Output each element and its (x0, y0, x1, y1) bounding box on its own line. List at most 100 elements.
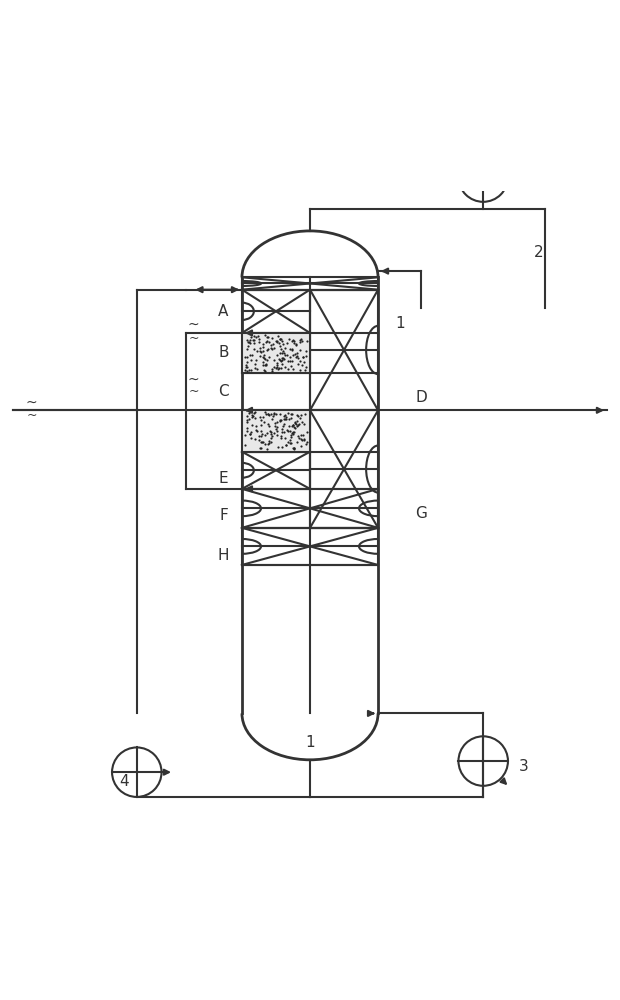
Point (259, 347, 269, 363)
Point (297, 432, 307, 448)
Point (297, 357, 307, 373)
Point (277, 333, 287, 349)
Point (250, 329, 260, 345)
Point (271, 360, 281, 376)
Text: ~: ~ (188, 385, 199, 398)
Point (264, 407, 274, 423)
Point (249, 341, 259, 357)
Point (291, 345, 301, 361)
Point (276, 341, 286, 357)
Point (260, 363, 270, 379)
Point (259, 354, 268, 370)
Point (261, 334, 271, 350)
Point (301, 436, 311, 452)
Point (259, 409, 268, 425)
Point (275, 338, 285, 354)
Point (246, 335, 255, 351)
Point (279, 424, 289, 440)
Point (300, 406, 310, 422)
Point (296, 438, 306, 454)
Point (275, 345, 285, 361)
Point (278, 411, 288, 427)
Point (254, 328, 264, 344)
Point (249, 405, 259, 421)
Point (274, 360, 284, 376)
Point (266, 434, 276, 450)
Point (288, 347, 298, 363)
Point (241, 349, 250, 365)
Point (264, 334, 274, 350)
Point (259, 414, 269, 430)
Text: ~: ~ (27, 409, 37, 422)
Point (257, 428, 267, 444)
Point (285, 341, 294, 357)
Point (282, 422, 292, 438)
Point (279, 416, 289, 432)
Point (266, 424, 276, 440)
Point (275, 406, 285, 422)
Point (258, 339, 268, 355)
Point (272, 333, 282, 349)
Point (263, 436, 273, 452)
Point (289, 419, 299, 435)
Point (287, 406, 297, 422)
Point (273, 328, 283, 344)
Point (272, 414, 281, 430)
Point (280, 407, 290, 423)
Point (272, 357, 281, 373)
Point (262, 342, 272, 358)
Point (246, 362, 256, 378)
Point (278, 336, 288, 352)
Point (250, 404, 260, 420)
Point (287, 425, 297, 441)
Point (298, 349, 308, 365)
Bar (242, 410, 310, 452)
Point (244, 362, 254, 378)
Point (254, 331, 264, 347)
Point (278, 350, 288, 366)
Point (240, 427, 250, 443)
Point (244, 334, 254, 350)
Point (255, 340, 265, 356)
Point (290, 346, 300, 362)
Point (289, 441, 299, 457)
Point (275, 412, 285, 428)
Point (262, 441, 272, 457)
Point (250, 431, 260, 447)
Point (301, 348, 311, 364)
Point (247, 347, 257, 363)
Point (259, 350, 268, 366)
Point (280, 345, 290, 361)
Point (291, 349, 301, 365)
Point (302, 333, 312, 349)
Text: D: D (415, 390, 427, 405)
Point (252, 343, 262, 359)
Point (249, 332, 259, 348)
Point (276, 430, 286, 446)
Point (242, 349, 252, 365)
Point (270, 418, 280, 434)
Point (270, 405, 280, 421)
Point (295, 334, 305, 350)
Point (260, 404, 270, 420)
Point (280, 347, 290, 363)
Point (286, 427, 296, 443)
Point (263, 406, 273, 422)
Point (262, 333, 272, 349)
Point (284, 411, 294, 427)
Point (252, 423, 262, 439)
Point (280, 430, 290, 446)
Point (245, 426, 255, 442)
Point (286, 429, 296, 445)
Point (279, 408, 289, 424)
Point (242, 359, 252, 375)
Point (260, 436, 270, 452)
Point (278, 418, 288, 434)
Point (260, 357, 270, 373)
Point (272, 355, 282, 371)
Point (255, 440, 265, 456)
Point (293, 417, 303, 433)
Point (295, 410, 305, 426)
Point (302, 434, 312, 450)
Point (291, 407, 301, 423)
